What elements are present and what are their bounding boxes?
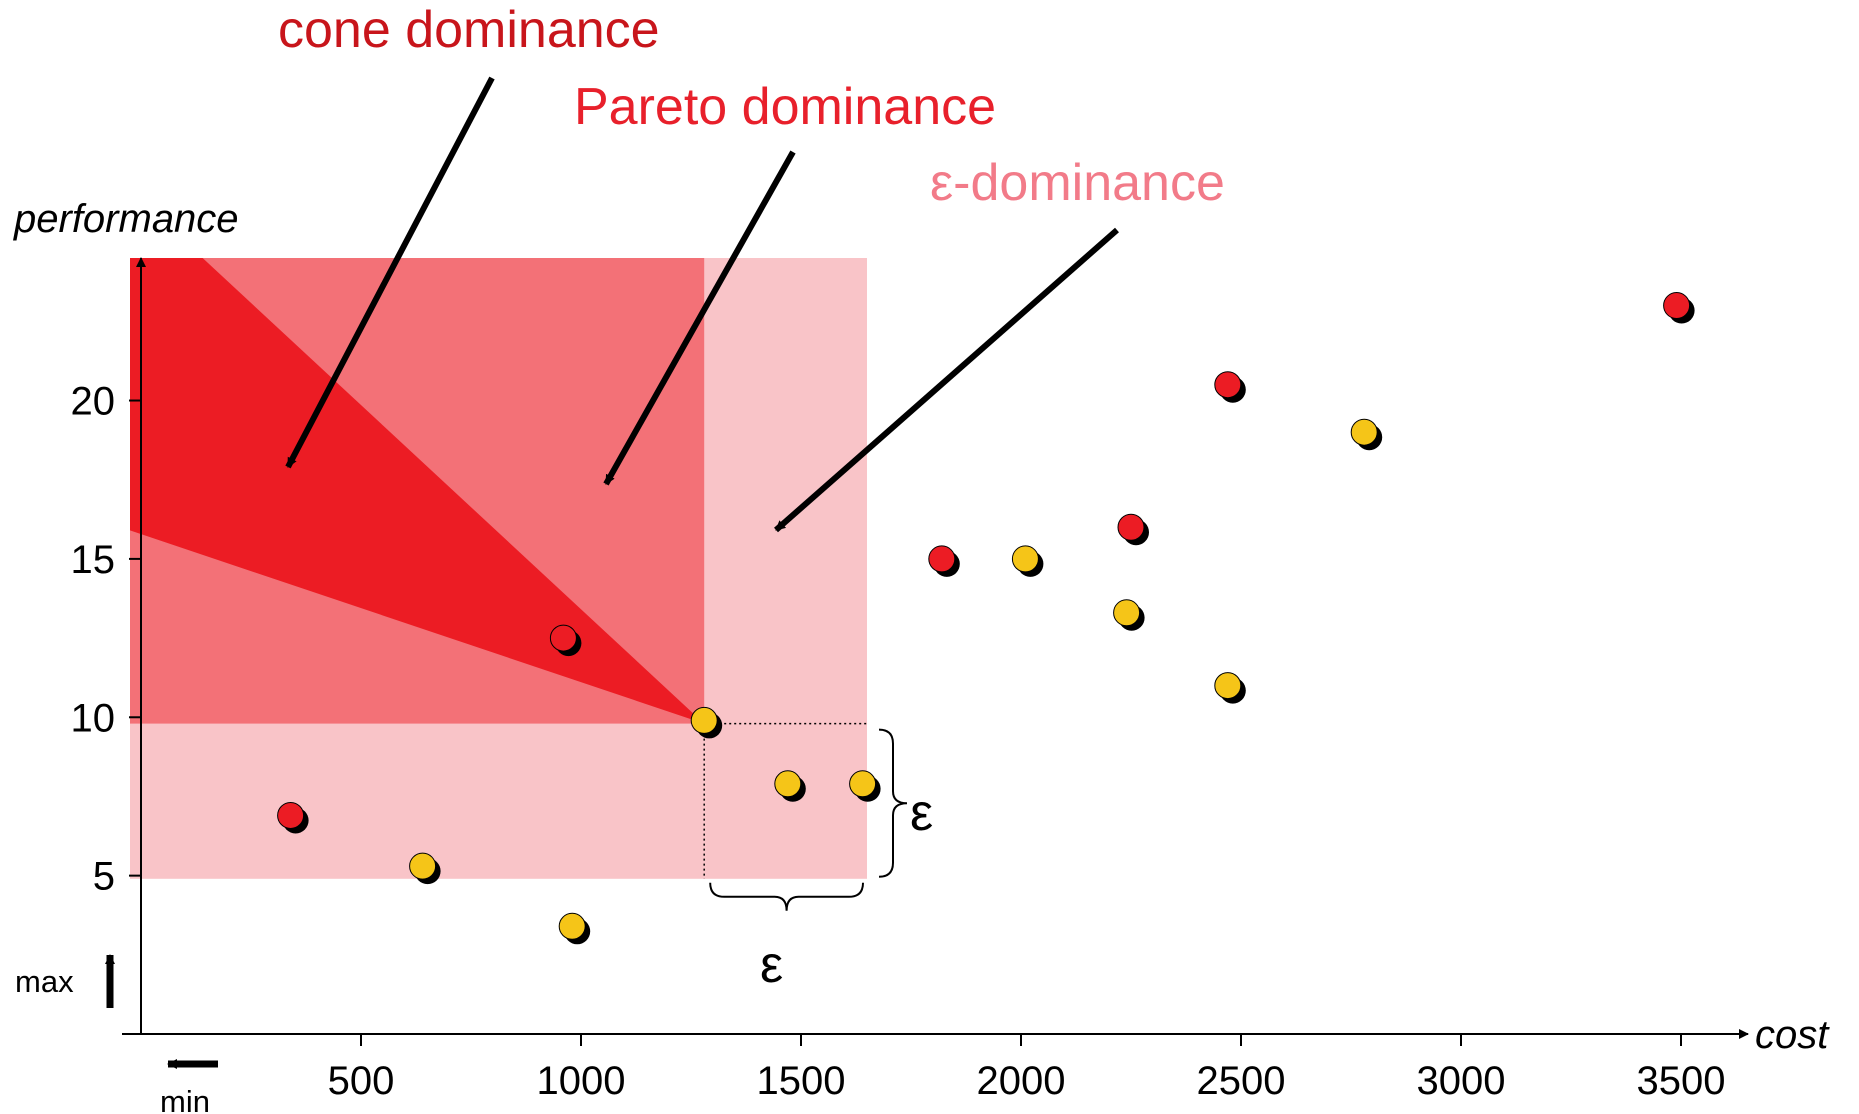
pareto-dominance-label: Pareto dominance (574, 78, 996, 136)
yellow-point (1113, 599, 1145, 631)
yellow-point (558, 912, 591, 945)
point-marker (277, 801, 305, 829)
red-point (549, 624, 582, 657)
point-marker (1214, 672, 1242, 700)
x-tick-label: 1000 (537, 1059, 626, 1103)
red-point (277, 801, 309, 834)
yellow-point (409, 852, 441, 885)
cone-dominance-label: cone dominance (278, 1, 660, 59)
point-marker (558, 912, 586, 940)
cone-dominance-arrow (285, 76, 495, 469)
x-tick-label: 2000 (977, 1059, 1066, 1103)
red-point (1214, 371, 1246, 403)
y-axis-label: performance (13, 197, 239, 241)
point-marker (774, 770, 802, 798)
region-cone-dominance (130, 258, 705, 724)
epsilon-label-vertical: ε (910, 784, 933, 842)
yellow-point (1350, 418, 1383, 451)
point-marker (549, 624, 577, 652)
y-tick-label: 20 (71, 380, 116, 424)
point-marker (1214, 371, 1242, 399)
y-tick-label: 5 (93, 855, 115, 899)
epsilon-brace-horizontal (709, 882, 864, 911)
point-marker (409, 852, 437, 880)
x-tick-label: 3000 (1417, 1059, 1506, 1103)
y-direction-label: max (15, 964, 74, 999)
point-marker (928, 545, 956, 573)
red-point (1663, 292, 1695, 324)
epsilon-label-horizontal: ε (760, 936, 783, 994)
yellow-point (690, 706, 723, 739)
red-point (928, 545, 960, 577)
x-tick-label: 500 (328, 1059, 395, 1103)
point-marker (1350, 418, 1378, 446)
yellow-point (774, 770, 806, 802)
x-axis-label: cost (1755, 1013, 1830, 1057)
x-tick-label: 1500 (757, 1059, 846, 1103)
y-tick-label: 15 (71, 538, 116, 582)
epsilon-brace-vertical (878, 728, 908, 878)
point-marker (1011, 545, 1039, 573)
point-marker (1663, 292, 1691, 320)
yellow-point (1011, 545, 1044, 577)
x-tick-label: 3500 (1637, 1059, 1726, 1103)
y-tick-label: 10 (71, 696, 116, 740)
red-point (1117, 513, 1149, 546)
pareto-dominance-arrow (603, 150, 796, 486)
epsilon-dominance-label: ε-dominance (930, 154, 1225, 212)
yellow-point (1214, 672, 1246, 704)
point-marker (1117, 513, 1145, 541)
x-direction-label: min (160, 1084, 210, 1114)
yellow-point (849, 770, 881, 802)
point-marker (1113, 599, 1141, 627)
epsilon-dominance-arrow (774, 227, 1119, 533)
point-marker (690, 706, 718, 734)
x-tick-label: 2500 (1197, 1059, 1286, 1103)
point-marker (849, 770, 877, 798)
